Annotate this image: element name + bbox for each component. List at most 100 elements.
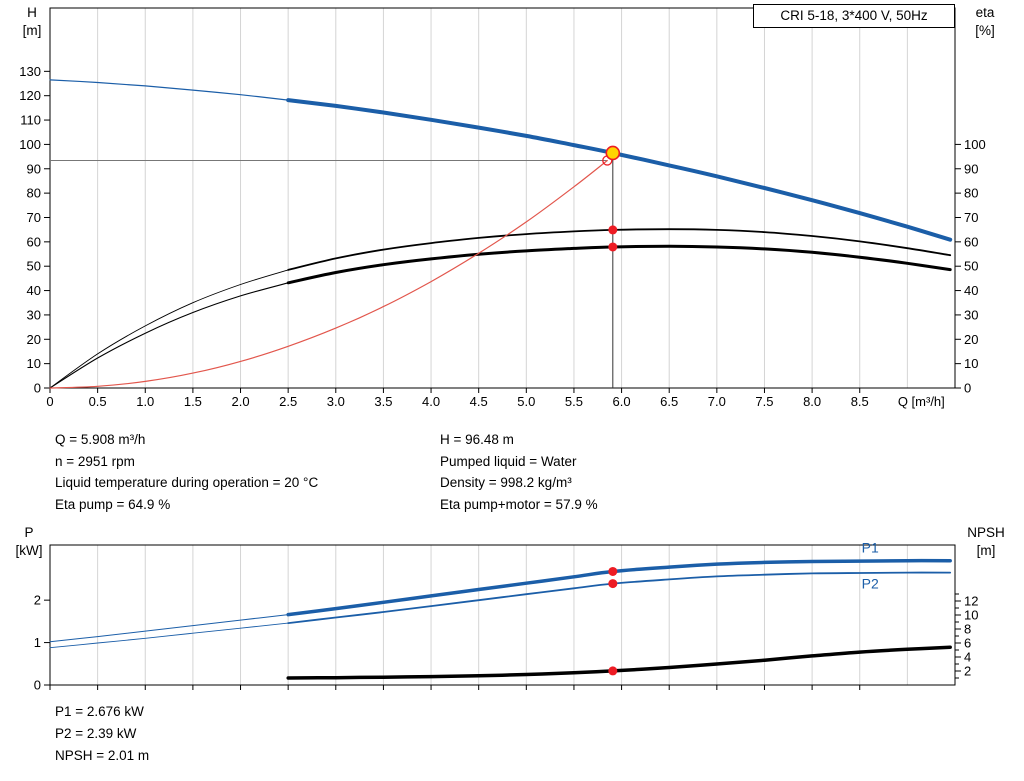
right-tick-label: 12 <box>964 594 978 609</box>
left-tick-label: 40 <box>27 283 41 298</box>
right-tick-label: 6 <box>964 636 971 651</box>
x-tick-label: 1.5 <box>184 394 202 409</box>
series-label-p2: P2 <box>862 575 879 591</box>
right-tick-label: 40 <box>964 283 978 298</box>
p1-marker <box>608 566 618 576</box>
x-tick-label: 2.0 <box>231 394 249 409</box>
left-tick-label: 130 <box>19 64 41 79</box>
eta-axis-label: eta [%] <box>958 4 1012 40</box>
qh-curve-thin <box>49 79 289 101</box>
right-tick-label: 10 <box>964 356 978 371</box>
left-tick-label: 60 <box>27 234 41 249</box>
duty-point-readouts: Q = 5.908 m³/h n = 2951 rpm Liquid tempe… <box>55 429 598 515</box>
left-tick-label: 90 <box>27 161 41 176</box>
left-tick-label: 0 <box>34 381 41 396</box>
x-tick-label: 6.0 <box>613 394 631 409</box>
plot-frame <box>49 7 956 389</box>
x-tick-label: 7.5 <box>755 394 773 409</box>
p1-curve-thin <box>49 614 289 643</box>
npsh-axis-label-symbol: NPSH <box>967 525 1005 540</box>
right-tick-label: 60 <box>964 234 978 249</box>
left-tick-label: 50 <box>27 259 41 274</box>
npsh-axis-label-unit: [m] <box>976 543 996 558</box>
left-tick-label: 30 <box>27 307 41 322</box>
power-readouts: P1 = 2.676 kW P2 = 2.39 kW NPSH = 2.01 m <box>55 701 149 767</box>
npsh-axis-label: NPSH [m] <box>956 524 1016 560</box>
qh-curve <box>286 98 953 242</box>
right-tick-label: 0 <box>964 381 971 396</box>
p1-readout: P1 = 2.676 kW <box>55 704 144 719</box>
x-tick-label: 7.0 <box>708 394 726 409</box>
right-tick-label: 50 <box>964 259 978 274</box>
x-tick-label: 5.0 <box>517 394 535 409</box>
left-tick-label: 80 <box>27 186 41 201</box>
p2-curve-thin <box>49 622 289 649</box>
power-axis-label-unit: [kW] <box>15 543 43 558</box>
right-tick-label: 70 <box>964 210 978 225</box>
eta-pump-motor-marker <box>608 242 618 252</box>
x-tick-label: 6.5 <box>660 394 678 409</box>
hq-chart: 0 10 20 30 40 50 60 70 80 90 100 110 120 130 0 10 20 30 40… <box>19 7 986 409</box>
x-tick-label: 8.5 <box>851 394 869 409</box>
left-tick-label: 100 <box>19 137 41 152</box>
right-tick-label: 8 <box>964 622 971 637</box>
left-tick-label: 10 <box>27 356 41 371</box>
speed-readout: n = 2951 rpm <box>55 453 135 469</box>
x-tick-label: 3.0 <box>327 394 345 409</box>
eta-pump-readout: Eta pump = 64.9 % <box>55 496 171 512</box>
eta-axis-label-symbol: eta <box>975 5 995 20</box>
readouts-left-column: Q = 5.908 m³/h n = 2951 rpm Liquid tempe… <box>55 429 440 515</box>
p2-curve <box>287 571 952 624</box>
left-tick-label: 2 <box>34 593 41 608</box>
x-axis-title: Q [m³/h] <box>898 394 945 409</box>
left-tick-label: 70 <box>27 210 41 225</box>
x-tick-label: 5.5 <box>565 394 583 409</box>
x-tick-label: 8.0 <box>803 394 821 409</box>
right-tick-label: 20 <box>964 332 978 347</box>
right-tick-label: 10 <box>964 608 978 623</box>
eta-axis-label-unit: [%] <box>975 23 995 38</box>
right-tick-label: 100 <box>964 137 986 152</box>
x-tick-label: 4.0 <box>422 394 440 409</box>
left-tick-label: 1 <box>34 635 41 650</box>
x-tick-label: 0.5 <box>89 394 107 409</box>
left-tick-label: 110 <box>20 113 41 128</box>
p2-marker <box>608 579 618 589</box>
h-axis-label: H [m] <box>12 4 52 40</box>
eta-pump-marker <box>608 225 618 235</box>
right-tick-label: 30 <box>964 307 978 322</box>
right-tick-label: 2 <box>964 664 971 679</box>
p2-readout: P2 = 2.39 kW <box>55 726 137 741</box>
npsh-marker <box>608 666 618 676</box>
temperature-readout: Liquid temperature during operation = 20… <box>55 475 319 490</box>
x-tick-label: 2.5 <box>279 394 297 409</box>
power-axis-label-symbol: P <box>24 525 34 540</box>
x-tick-label: 4.5 <box>470 394 488 409</box>
x-tick-label: 1.0 <box>136 394 154 409</box>
right-tick-label: 90 <box>964 161 978 176</box>
readouts-right-column: H = 96.48 m Pumped liquid = Water Densit… <box>440 429 598 515</box>
eta-pump-motor-curve <box>286 244 952 285</box>
right-tick-label: 80 <box>964 186 978 201</box>
eta-pump-motor-curve-thin <box>49 282 289 389</box>
left-tick-label: 120 <box>19 88 41 103</box>
power-axis-label: P [kW] <box>6 524 52 560</box>
series-label-p1: P1 <box>862 540 879 556</box>
h-axis-label-unit: [m] <box>22 23 42 38</box>
left-tick-label: 20 <box>27 332 41 347</box>
density-readout: Density = 998.2 kg/m³ <box>440 475 572 490</box>
eta-total-readout: Eta pump+motor = 57.9 % <box>440 496 598 512</box>
npsh-readout: NPSH = 2.01 m <box>55 748 150 763</box>
x-tick-label: 3.5 <box>374 394 392 409</box>
left-tick-label: 0 <box>34 678 41 693</box>
head-readout: H = 96.48 m <box>440 432 514 447</box>
flow-readout: Q = 5.908 m³/h <box>55 432 146 447</box>
h-axis-label-symbol: H <box>27 5 37 20</box>
p1-curve <box>286 558 952 617</box>
npsh-curve <box>286 645 952 680</box>
pump-model-box: CRI 5-18, 3*400 V, 50Hz <box>753 4 955 28</box>
duty-point-marker[interactable] <box>605 145 621 161</box>
liquid-readout: Pumped liquid = Water <box>440 453 577 469</box>
